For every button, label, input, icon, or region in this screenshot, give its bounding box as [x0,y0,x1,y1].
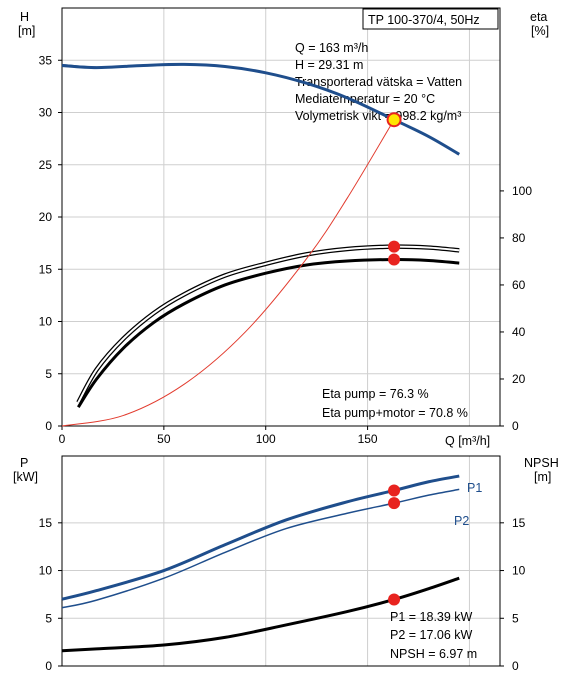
x-tick-label: 100 [256,432,276,446]
info-fluid: Transporterad vätska = Vatten [295,75,462,89]
top-point-eta-pump [388,240,401,253]
bottom-series-p1 [61,474,460,601]
bottom-right-axis-label-2: [m] [534,470,551,484]
info-density: Volymetrisk vikt = 998.2 kg/m³ [295,109,461,123]
bottom-series-p2 [61,488,460,609]
p1-curve-label: P1 [467,481,482,495]
bottom-ticks: 0 5 10 15 0 5 10 15 [39,516,526,673]
top-points [386,112,402,266]
bottom-left-tick-label: 10 [39,564,53,578]
top-left-tick-label: 0 [45,419,52,433]
top-series-eta-pump-motor [77,258,460,409]
top-series-eta-pump-outer [76,244,460,404]
bottom-right-tick-label: 0 [512,659,519,673]
bottom-point-p2 [388,497,401,510]
bottom-right-axis-label-1: NPSH [524,456,559,470]
top-right-tick-label: 20 [512,372,526,386]
top-left-tick-label: 30 [39,106,53,120]
top-series-h [61,62,461,156]
top-left-tick-label: 5 [45,367,52,381]
eta-pump-text: Eta pump = 76.3 % [322,387,429,401]
npsh-value-text: NPSH = 6.97 m [390,647,477,661]
top-right-tick-label: 100 [512,184,532,198]
bottom-left-tick-label: 0 [45,659,52,673]
bottom-right-tick-label: 5 [512,611,519,625]
bottom-right-tick-label: 15 [512,516,526,530]
duty-info-block: Q = 163 m³/h H = 29.31 m Transporterad v… [295,41,462,123]
top-right-tick-label: 40 [512,325,526,339]
bottom-point-npsh [388,593,401,606]
x-tick-label: 50 [157,432,171,446]
top-ticks: 0 5 10 15 20 25 30 35 0 20 40 60 80 100 0 50 100 150 [39,53,533,446]
top-point-duty-point [386,112,402,128]
top-right-tick-label: 60 [512,278,526,292]
p1-value-text: P1 = 18.39 kW [390,610,473,624]
top-left-axis-label-1: H [20,10,29,24]
top-left-tick-label: 25 [39,158,53,172]
top-right-axis-label-1: eta [530,10,547,24]
top-right-axis-label-2: [%] [531,24,549,38]
chart-title: TP 100-370/4, 50Hz [368,13,480,27]
bottom-grid [62,456,500,666]
top-point-eta-pump-motor [388,253,401,266]
bottom-plot-frame [61,455,501,667]
info-q: Q = 163 m³/h [295,41,368,55]
info-temp: Mediatemperatur = 20 °C [295,92,435,106]
top-right-tick-label: 0 [512,419,519,433]
bottom-series [61,474,460,653]
top-grid [62,8,500,426]
top-series-h-ext [61,63,97,69]
power-info-block: P1 = 18.39 kW P2 = 17.06 kW NPSH = 6.97 … [390,610,477,661]
eta-motor-text: Eta pump+motor = 70.8 % [322,406,468,420]
top-right-tick-label: 80 [512,231,526,245]
bottom-left-tick-label: 15 [39,516,53,530]
top-left-tick-label: 20 [39,210,53,224]
bottom-right-tick-label: 10 [512,564,526,578]
bottom-left-axis-label-1: P [20,456,28,470]
top-left-tick-label: 10 [39,315,53,329]
title-box [362,8,499,30]
bottom-series-npsh [61,576,460,653]
bottom-left-tick-label: 5 [45,611,52,625]
p2-value-text: P2 = 17.06 kW [390,628,473,642]
top-series-eta-pump-inner [77,245,460,403]
x-axis-label: Q [m³/h] [445,434,490,448]
x-tick-label: 150 [358,432,378,446]
eta-info-block: Eta pump = 76.3 % Eta pump+motor = 70.8 … [322,387,468,420]
top-series-system [61,119,395,427]
bottom-points [388,484,401,606]
bottom-left-axis-label-2: [kW] [13,470,38,484]
top-left-tick-label: 15 [39,262,53,276]
top-left-axis-label-2: [m] [18,24,35,38]
info-h: H = 29.31 m [295,58,363,72]
bottom-point-p1 [388,484,401,497]
top-left-tick-label: 35 [39,53,53,67]
p2-curve-label: P2 [454,514,469,528]
x-tick-label: 0 [59,432,66,446]
